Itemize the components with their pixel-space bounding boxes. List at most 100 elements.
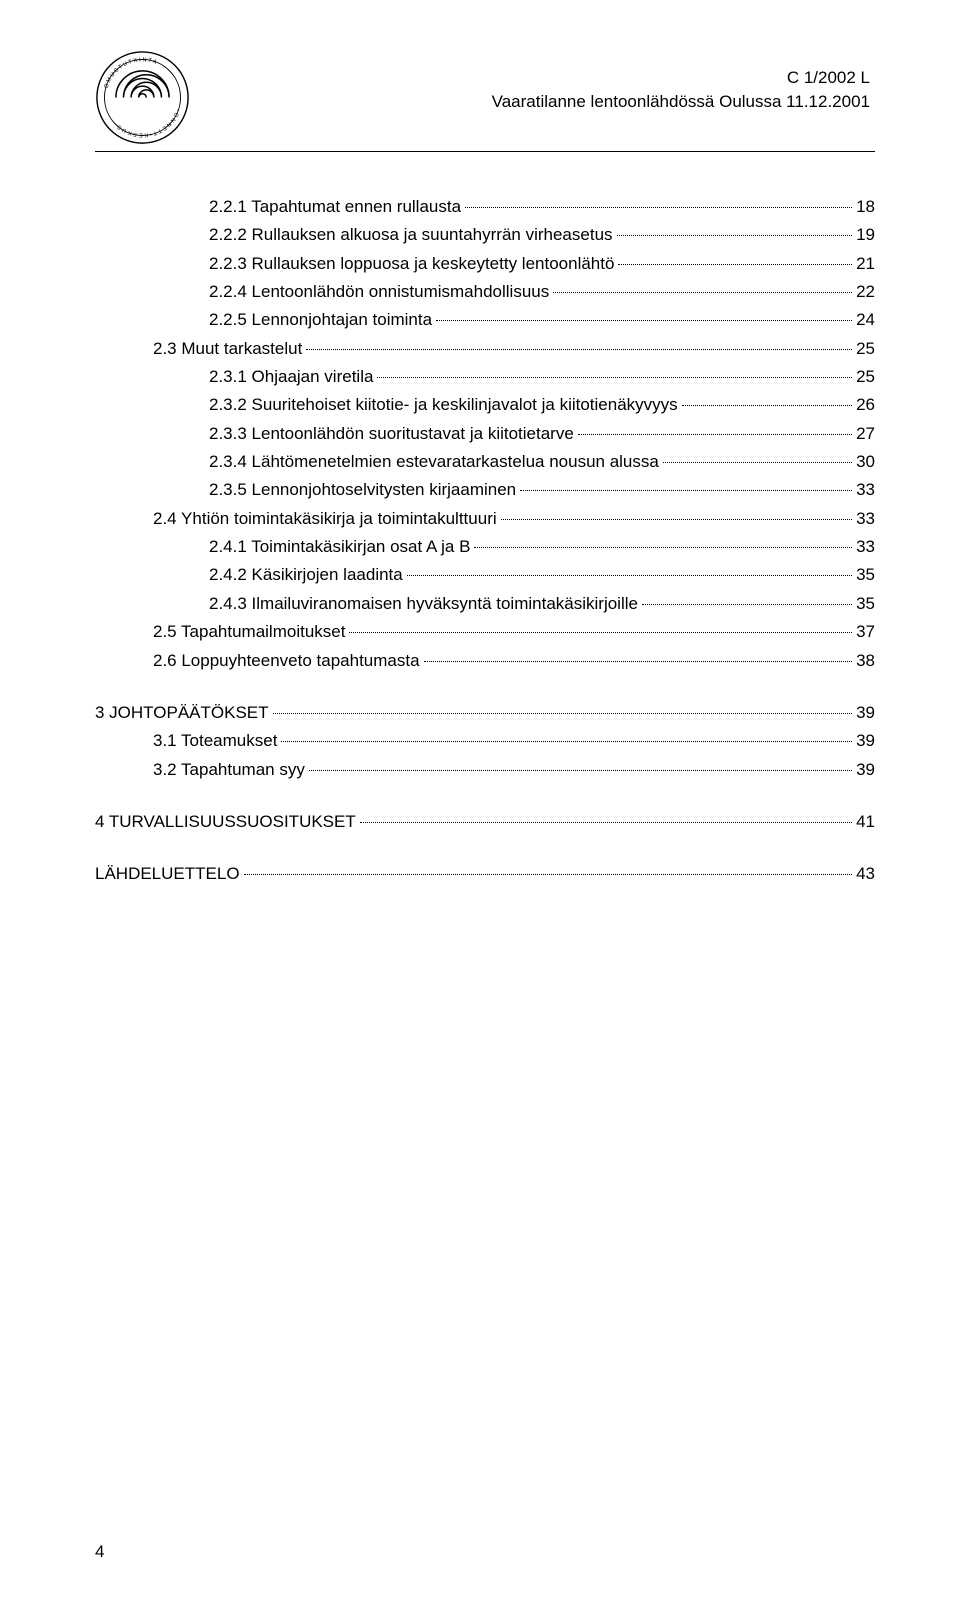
toc-label: 2.3.2 Suuritehoiset kiitotie- ja keskili…: [209, 392, 678, 418]
toc-label: 4 TURVALLISUUSSUOSITUKSET: [95, 809, 356, 835]
toc-label: 2.3.3 Lentoonlähdön suoritustavat ja kii…: [209, 421, 574, 447]
toc-entry: 2.4.3 Ilmailuviranomaisen hyväksyntä toi…: [95, 591, 875, 617]
toc-entry: 2.2.3 Rullauksen loppuosa ja keskeytetty…: [95, 251, 875, 277]
toc-page: 35: [856, 562, 875, 588]
toc-entry: 2.5 Tapahtumailmoitukset 37: [95, 619, 875, 645]
toc-leader-dots: [520, 490, 852, 491]
toc-entry: 2.2.2 Rullauksen alkuosa ja suuntahyrrän…: [95, 222, 875, 248]
toc-entry: 4 TURVALLISUUSSUOSITUKSET 41: [95, 809, 875, 835]
header-text: C 1/2002 L Vaaratilanne lentoonlähdössä …: [190, 50, 875, 112]
toc-label: LÄHDELUETTELO: [95, 861, 240, 887]
toc-leader-dots: [465, 207, 852, 208]
toc-page: 39: [856, 728, 875, 754]
toc-label: 2.3.4 Lähtömenetelmien estevaratarkastel…: [209, 449, 659, 475]
toc-page: 22: [856, 279, 875, 305]
spiral-logo-icon: O M U S T U T K I N T A • O N N E T T • …: [95, 50, 190, 145]
toc-leader-dots: [663, 462, 852, 463]
toc-label: 2.3.1 Ohjaajan viretila: [209, 364, 373, 390]
toc-leader-dots: [682, 405, 852, 406]
toc-page: 43: [856, 861, 875, 887]
toc-page: 41: [856, 809, 875, 835]
toc-entry: 2.4.2 Käsikirjojen laadinta 35: [95, 562, 875, 588]
toc-page: 24: [856, 307, 875, 333]
toc-leader-dots: [436, 320, 852, 321]
toc-entry: 2.2.1 Tapahtumat ennen rullausta 18: [95, 194, 875, 220]
doc-title: Vaaratilanne lentoonlähdössä Oulussa 11.…: [190, 92, 870, 112]
toc-entry: 3.2 Tapahtuman syy 39: [95, 757, 875, 783]
header: O M U S T U T K I N T A • O N N E T T • …: [95, 50, 875, 145]
toc-entry: 2.6 Loppuyhteenveto tapahtumasta 38: [95, 648, 875, 674]
toc-leader-dots: [306, 349, 852, 350]
toc-entry: 2.3.3 Lentoonlähdön suoritustavat ja kii…: [95, 421, 875, 447]
toc-page: 35: [856, 591, 875, 617]
toc-leader-dots: [474, 547, 852, 548]
toc-entry: LÄHDELUETTELO 43: [95, 861, 875, 887]
toc-entry: 2.2.4 Lentoonlähdön onnistumismahdollisu…: [95, 279, 875, 305]
toc-leader-dots: [244, 874, 853, 875]
toc-leader-dots: [553, 292, 852, 293]
toc-label: 2.4.2 Käsikirjojen laadinta: [209, 562, 403, 588]
toc-entry: 2.3.1 Ohjaajan viretila 25: [95, 364, 875, 390]
toc-label: 2.3 Muut tarkastelut: [153, 336, 302, 362]
toc-page: 18: [856, 194, 875, 220]
toc-page: 30: [856, 449, 875, 475]
toc-label: 2.2.5 Lennonjohtajan toiminta: [209, 307, 432, 333]
toc-page: 19: [856, 222, 875, 248]
toc-label: 2.2.2 Rullauksen alkuosa ja suuntahyrrän…: [209, 222, 613, 248]
toc-leader-dots: [617, 235, 853, 236]
page: O M U S T U T K I N T A • O N N E T T • …: [0, 0, 960, 1620]
toc-leader-dots: [273, 713, 853, 714]
toc-entry: 2.2.5 Lennonjohtajan toiminta 24: [95, 307, 875, 333]
toc-leader-dots: [578, 434, 852, 435]
toc-leader-dots: [407, 575, 852, 576]
toc-label: 2.4 Yhtiön toimintakäsikirja ja toiminta…: [153, 506, 497, 532]
toc-entry: 3 JOHTOPÄÄTÖKSET 39: [95, 700, 875, 726]
toc-page: 39: [856, 700, 875, 726]
toc-entry: 2.3 Muut tarkastelut 25: [95, 336, 875, 362]
toc-entry: 2.3.4 Lähtömenetelmien estevaratarkastel…: [95, 449, 875, 475]
doc-code: C 1/2002 L: [190, 68, 870, 88]
header-rule: [95, 151, 875, 152]
toc-label: 3.1 Toteamukset: [153, 728, 277, 754]
toc-entry: 2.4.1 Toimintakäsikirjan osat A ja B 33: [95, 534, 875, 560]
toc-leader-dots: [642, 604, 852, 605]
toc-page: 33: [856, 506, 875, 532]
toc-label: 3 JOHTOPÄÄTÖKSET: [95, 700, 269, 726]
toc-label: 2.6 Loppuyhteenveto tapahtumasta: [153, 648, 420, 674]
toc-label: 2.2.1 Tapahtumat ennen rullausta: [209, 194, 461, 220]
toc-page: 21: [856, 251, 875, 277]
toc-label: 2.2.3 Rullauksen loppuosa ja keskeytetty…: [209, 251, 614, 277]
toc-page: 27: [856, 421, 875, 447]
toc-leader-dots: [281, 741, 852, 742]
toc-label: 2.2.4 Lentoonlähdön onnistumismahdollisu…: [209, 279, 549, 305]
page-number: 4: [95, 1542, 104, 1562]
toc-page: 33: [856, 477, 875, 503]
toc-label: 2.4.1 Toimintakäsikirjan osat A ja B: [209, 534, 470, 560]
toc-label: 3.2 Tapahtuman syy: [153, 757, 305, 783]
toc-spacer: [95, 837, 875, 861]
toc-leader-dots: [377, 377, 852, 378]
toc-page: 25: [856, 364, 875, 390]
toc-entry: 3.1 Toteamukset 39: [95, 728, 875, 754]
toc-page: 26: [856, 392, 875, 418]
toc-entry: 2.3.5 Lennonjohtoselvitysten kirjaaminen…: [95, 477, 875, 503]
toc-leader-dots: [501, 519, 852, 520]
toc-label: 2.4.3 Ilmailuviranomaisen hyväksyntä toi…: [209, 591, 638, 617]
toc-label: 2.5 Tapahtumailmoitukset: [153, 619, 345, 645]
toc-entry: 2.3.2 Suuritehoiset kiitotie- ja keskili…: [95, 392, 875, 418]
toc-leader-dots: [309, 770, 852, 771]
toc-page: 33: [856, 534, 875, 560]
toc-leader-dots: [360, 822, 852, 823]
toc-leader-dots: [618, 264, 852, 265]
toc-leader-dots: [424, 661, 853, 662]
toc-entry: 2.4 Yhtiön toimintakäsikirja ja toiminta…: [95, 506, 875, 532]
toc-page: 39: [856, 757, 875, 783]
toc-page: 25: [856, 336, 875, 362]
toc-page: 37: [856, 619, 875, 645]
toc-leader-dots: [349, 632, 852, 633]
table-of-contents: 2.2.1 Tapahtumat ennen rullausta 182.2.2…: [95, 194, 875, 888]
logo: O M U S T U T K I N T A • O N N E T T • …: [95, 50, 190, 145]
toc-page: 38: [856, 648, 875, 674]
toc-spacer: [95, 785, 875, 809]
toc-spacer: [95, 676, 875, 700]
